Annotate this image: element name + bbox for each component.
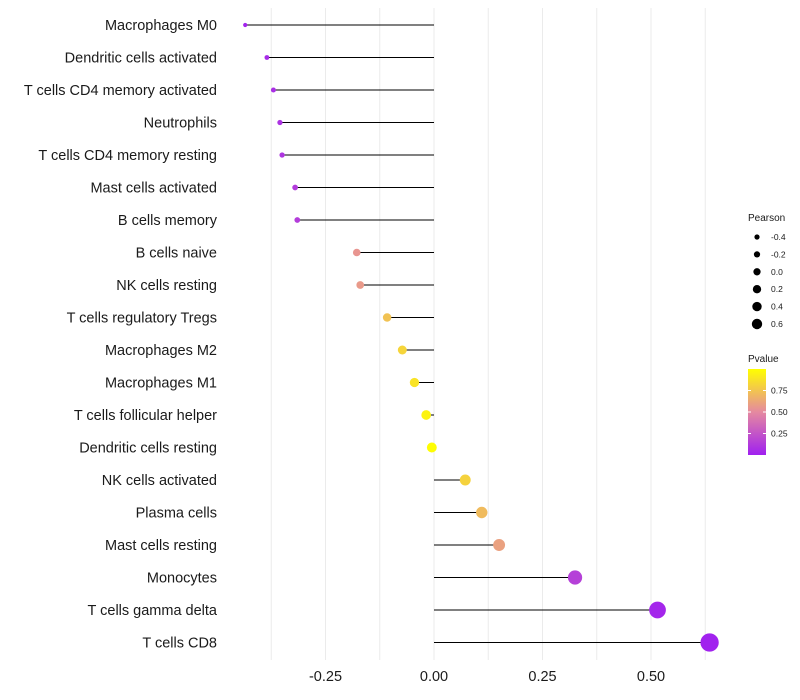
category-label: Dendritic cells activated [65, 51, 217, 67]
category-label: T cells CD4 memory resting [38, 148, 217, 164]
size-legend-label: 0.6 [771, 319, 783, 329]
x-tick-label: 0.50 [637, 669, 665, 685]
size-legend-label: -0.2 [771, 249, 786, 259]
category-label: T cells CD8 [142, 636, 217, 652]
point-layer [243, 22, 719, 652]
category-label: Macrophages M2 [105, 343, 217, 359]
category-label: T cells follicular helper [74, 408, 217, 424]
lollipop-point [397, 345, 407, 355]
color-legend-label: 0.25 [771, 429, 788, 439]
category-label: B cells naive [136, 246, 217, 262]
x-tick-label: 0.00 [420, 669, 448, 685]
lollipop-point [382, 313, 392, 322]
size-legend-dot [753, 251, 761, 258]
lollipop-point [421, 410, 432, 420]
category-label: T cells gamma delta [88, 603, 218, 619]
lollipop-point [270, 87, 276, 93]
lollipop-point [426, 442, 437, 453]
grid-layer [270, 8, 706, 660]
color-legend-label: 0.75 [771, 386, 788, 396]
color-legend-title: Pvalue [748, 354, 779, 365]
size-legend-label: 0.2 [771, 284, 783, 294]
pearson-size-legend: Pearson -0.4 -0.2 0.0 0.2 0.4 0.6 [748, 213, 786, 330]
size-legend-label: -0.4 [771, 232, 786, 242]
category-label: Neutrophils [144, 116, 217, 132]
color-legend-label: 0.50 [771, 407, 788, 417]
category-label: Dendritic cells resting [79, 441, 217, 457]
y-axis-labels: Macrophages M0 Dendritic cells activated T… [24, 18, 218, 652]
category-label: T cells CD4 memory activated [24, 83, 217, 99]
lollipop-point [567, 570, 583, 585]
category-label: Macrophages M1 [105, 376, 217, 392]
lollipop-point [294, 217, 301, 223]
category-label: T cells regulatory Tregs [67, 311, 217, 327]
color-legend-bar [748, 369, 766, 455]
category-label: Mast cells resting [105, 538, 217, 554]
lollipop-point [243, 22, 248, 28]
lollipop-point [459, 474, 471, 486]
size-legend-label: 0.0 [771, 267, 783, 277]
size-legend-title: Pearson [748, 213, 785, 224]
pvalue-color-legend: Pvalue 0.75 0.50 0.25 [748, 354, 788, 455]
lollipop-point [264, 55, 270, 60]
lollipop-point [476, 506, 488, 519]
category-label: Plasma cells [136, 506, 217, 522]
category-label: Monocytes [147, 571, 217, 587]
size-legend-dot [752, 301, 762, 312]
category-label: Mast cells activated [90, 181, 217, 197]
lollipop-point [277, 119, 283, 126]
size-legend-dot [751, 318, 763, 330]
size-legend-dot [754, 234, 760, 240]
lollipop-point [493, 539, 506, 551]
lollipop-point [356, 281, 365, 289]
lollipop-point [700, 633, 719, 652]
category-label: NK cells resting [116, 278, 217, 294]
category-label: B cells memory [118, 213, 218, 229]
category-label: NK cells activated [102, 473, 217, 489]
lollipop-point [292, 184, 298, 191]
size-legend-dot [752, 285, 762, 294]
size-legend-dot [753, 268, 761, 276]
lollipop-point [649, 601, 666, 619]
category-label: Macrophages M0 [105, 18, 217, 34]
x-tick-label: 0.25 [528, 669, 556, 685]
x-axis-tick-labels: -0.25 0.00 0.25 0.50 [309, 669, 665, 685]
stem-layer [245, 24, 710, 643]
size-legend-label: 0.4 [771, 302, 783, 312]
x-tick-label: -0.25 [309, 669, 342, 685]
lollipop-point [352, 248, 361, 257]
lollipop-point [409, 377, 420, 388]
lollipop-point [279, 152, 285, 158]
